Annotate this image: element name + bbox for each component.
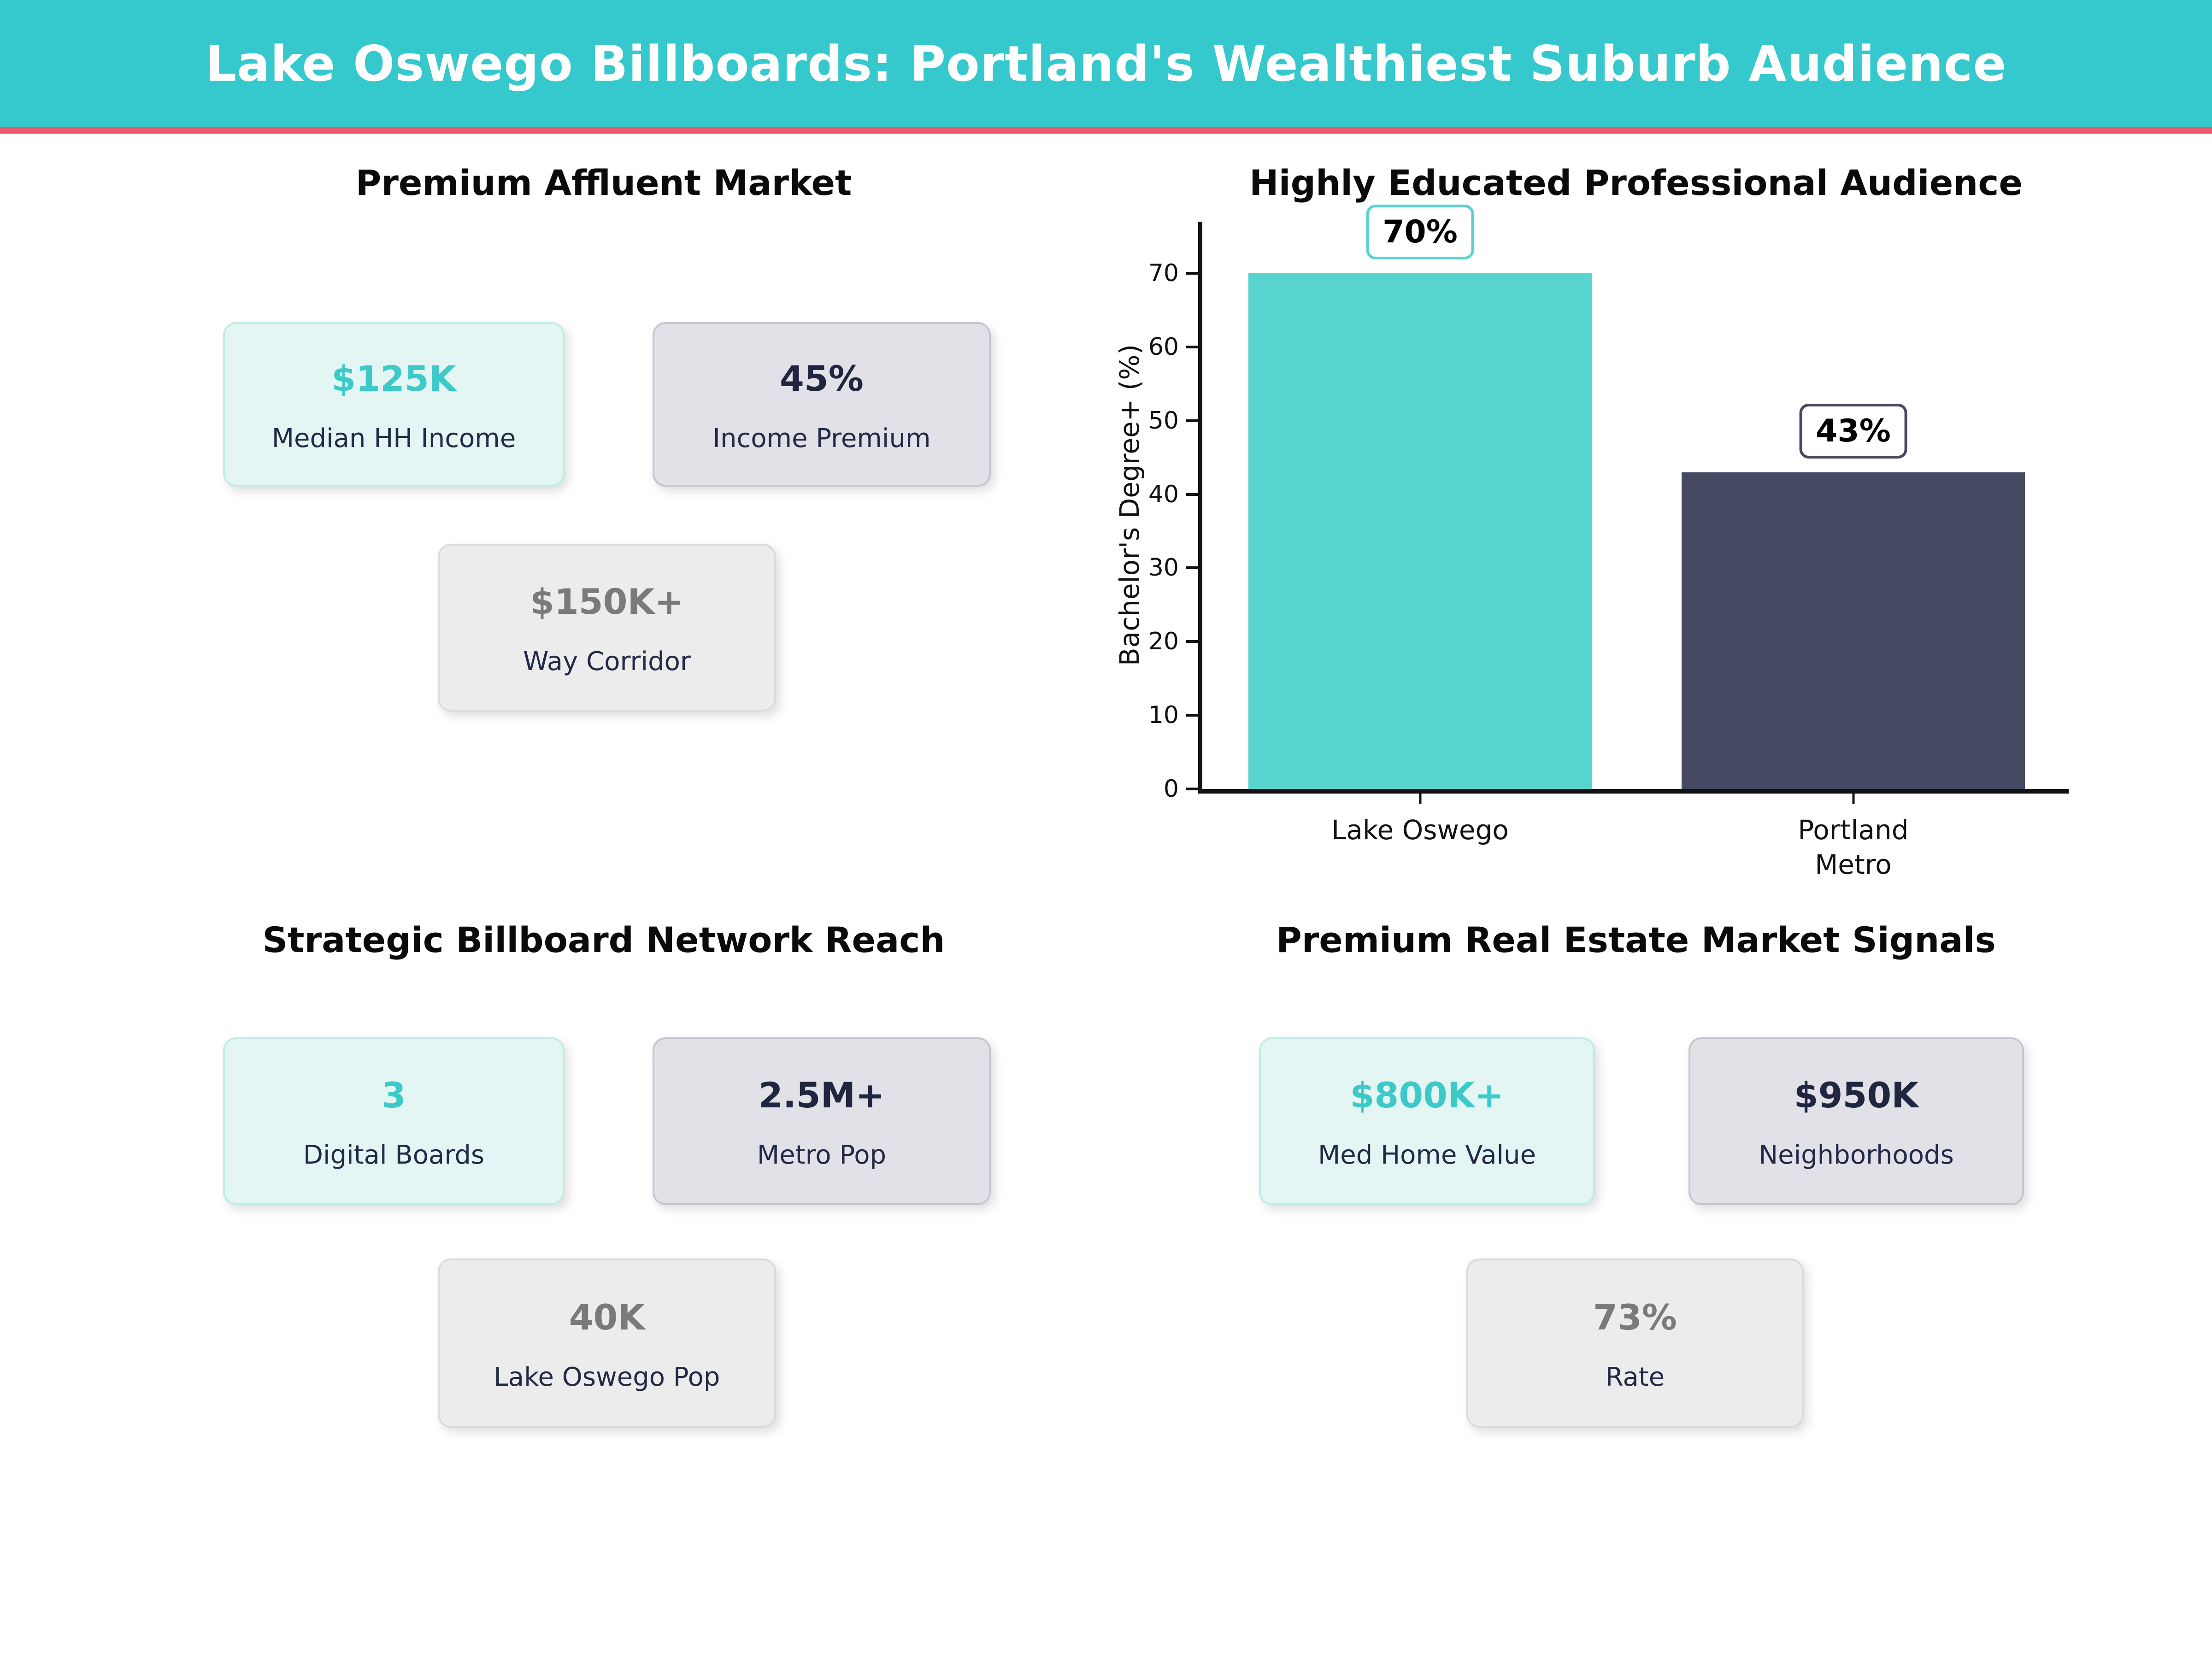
stat-value: 2.5M+ xyxy=(759,1075,885,1116)
y-tick: 0 xyxy=(1164,775,1198,803)
stat-value: 40K xyxy=(569,1296,645,1338)
bar-group: 43% Portland Metro xyxy=(1682,222,2025,880)
y-tick-label: 60 xyxy=(1148,333,1179,361)
y-tick-mark xyxy=(1186,566,1198,570)
stat-label: Median HH Income xyxy=(271,423,516,453)
y-tick: 40 xyxy=(1148,481,1198,508)
chart-title: Highly Educated Professional Audience xyxy=(1249,162,2023,203)
stat-card-med-home-value: $800K+ Med Home Value xyxy=(1259,1037,1595,1205)
y-tick-mark xyxy=(1186,493,1198,496)
stat-card-metro-pop: 2.5M+ Metro Pop xyxy=(653,1037,991,1205)
y-tick: 30 xyxy=(1148,554,1198,582)
y-tick-mark xyxy=(1186,788,1198,790)
section-title-network: Strategic Billboard Network Reach xyxy=(262,919,945,960)
y-tick-label: 50 xyxy=(1148,406,1179,435)
stat-card-income-premium: 45% Income Premium xyxy=(653,322,991,487)
y-tick-mark xyxy=(1186,345,1198,348)
header-banner: Lake Oswego Billboards: Portland's Wealt… xyxy=(0,0,2212,127)
x-axis-line xyxy=(1198,789,2069,794)
header-divider-line xyxy=(0,127,2212,134)
stat-value: $125K xyxy=(331,358,456,399)
section-title-affluent: Premium Affluent Market xyxy=(355,162,852,203)
y-tick-mark xyxy=(1186,419,1198,422)
x-category-label: Lake Oswego xyxy=(1331,814,1509,846)
y-tick: 20 xyxy=(1148,628,1198,655)
y-tick-label: 10 xyxy=(1148,701,1179,729)
x-tick-mark xyxy=(1852,794,1854,804)
stat-value: 3 xyxy=(382,1075,406,1116)
bar xyxy=(1248,273,1592,789)
stat-label: Neighborhoods xyxy=(1759,1140,1954,1170)
y-tick-label: 30 xyxy=(1148,554,1179,582)
bar-chart-plot: 0 10 20 30 40 50 60 70 70% Lake Oswego 43% Portland… xyxy=(1148,204,2065,880)
stat-card-rate: 73% Rate xyxy=(1466,1259,1804,1428)
y-tick: 50 xyxy=(1148,407,1198,435)
stat-label: Digital Boards xyxy=(303,1140,485,1170)
x-category-label: Portland Metro xyxy=(1798,814,1909,881)
y-axis-line xyxy=(1198,222,1202,794)
stat-value: 73% xyxy=(1593,1296,1677,1338)
x-tick-mark xyxy=(1419,794,1421,804)
y-tick-mark xyxy=(1186,640,1198,643)
y-tick-label: 20 xyxy=(1148,628,1179,656)
y-tick-mark xyxy=(1186,271,1198,275)
page-title: Lake Oswego Billboards: Portland's Wealt… xyxy=(205,35,2007,92)
bar-value-label: 43% xyxy=(1799,403,1907,459)
y-tick-mark xyxy=(1186,714,1198,717)
bar xyxy=(1682,472,2025,789)
stat-label: Med Home Value xyxy=(1318,1140,1536,1170)
stat-label: Income Premium xyxy=(712,423,931,453)
y-tick-label: 0 xyxy=(1163,775,1179,803)
stat-card-digital-boards: 3 Digital Boards xyxy=(223,1037,565,1205)
y-tick: 60 xyxy=(1148,333,1198,361)
y-tick: 70 xyxy=(1148,259,1198,287)
stat-card-median-hh-income: $125K Median HH Income xyxy=(223,322,565,487)
bar-value-label: 70% xyxy=(1366,204,1474,259)
stat-label: Rate xyxy=(1605,1362,1665,1392)
stat-card-neighborhoods: $950K Neighborhoods xyxy=(1688,1037,2024,1205)
section-title-realestate: Premium Real Estate Market Signals xyxy=(1276,919,1996,960)
y-tick-label: 40 xyxy=(1148,480,1179,508)
y-tick-label: 70 xyxy=(1148,259,1179,287)
y-tick: 10 xyxy=(1148,701,1198,729)
bar-group: 70% Lake Oswego xyxy=(1248,204,1592,846)
stat-card-way-corridor: $150K+ Way Corridor xyxy=(438,544,776,712)
stat-value: $950K xyxy=(1794,1075,1919,1116)
stat-value: $800K+ xyxy=(1350,1075,1504,1116)
stat-value: 45% xyxy=(780,358,864,399)
stat-label: Metro Pop xyxy=(757,1140,887,1170)
y-axis-label: Bachelor's Degree+ (%) xyxy=(1114,344,1145,666)
stat-label: Lake Oswego Pop xyxy=(494,1362,720,1392)
stat-label: Way Corridor xyxy=(523,647,691,677)
stat-card-lake-oswego-pop: 40K Lake Oswego Pop xyxy=(438,1259,776,1428)
stat-value: $150K+ xyxy=(529,581,684,622)
